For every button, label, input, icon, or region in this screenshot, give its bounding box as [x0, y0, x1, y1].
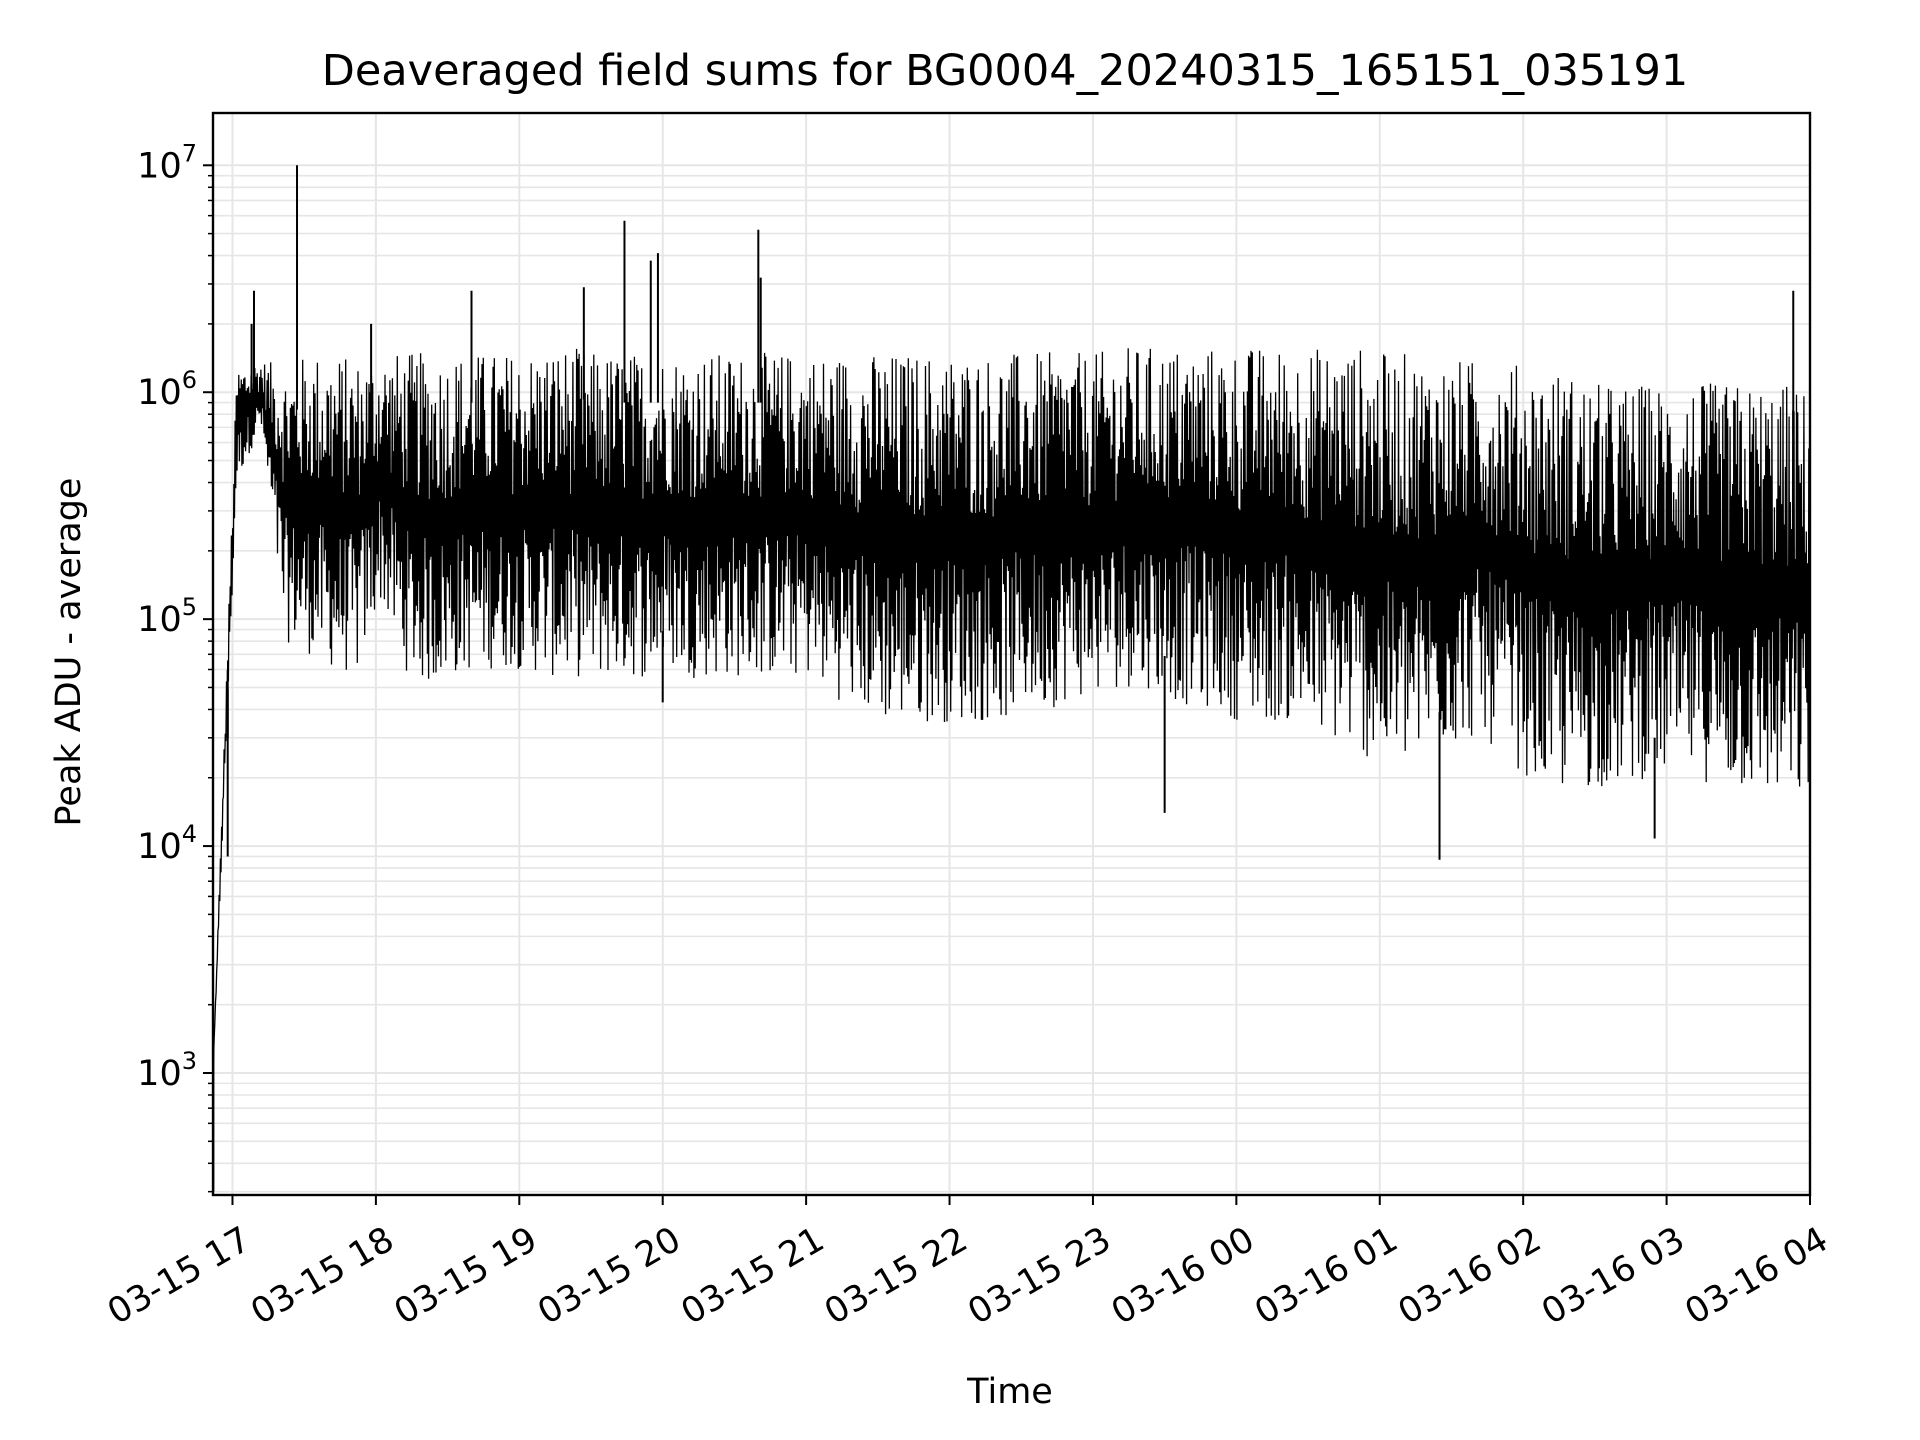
y-tick-label: 104	[137, 820, 197, 867]
y-tick-label: 105	[137, 593, 197, 640]
series-line	[212, 348, 1811, 1074]
y-tick-base: 10	[137, 146, 182, 186]
y-tick-exponent: 5	[182, 593, 197, 621]
chart-title: Deaveraged field sums for BG0004_2024031…	[322, 46, 1689, 96]
y-tick-exponent: 6	[182, 366, 197, 394]
y-tick-label: 106	[137, 366, 197, 413]
y-tick-exponent: 3	[182, 1047, 197, 1075]
y-tick-base: 10	[137, 1054, 182, 1094]
y-tick-base: 10	[137, 600, 182, 640]
y-tick-label: 103	[137, 1047, 197, 1094]
x-axis-label: Time	[966, 1372, 1053, 1412]
y-axis-label: Peak ADU - average	[49, 478, 89, 827]
y-tick-exponent: 4	[182, 820, 197, 848]
y-tick-label: 107	[137, 139, 197, 186]
y-tick-exponent: 7	[182, 139, 197, 167]
y-tick-base: 10	[137, 373, 182, 413]
y-tick-base: 10	[137, 827, 182, 867]
